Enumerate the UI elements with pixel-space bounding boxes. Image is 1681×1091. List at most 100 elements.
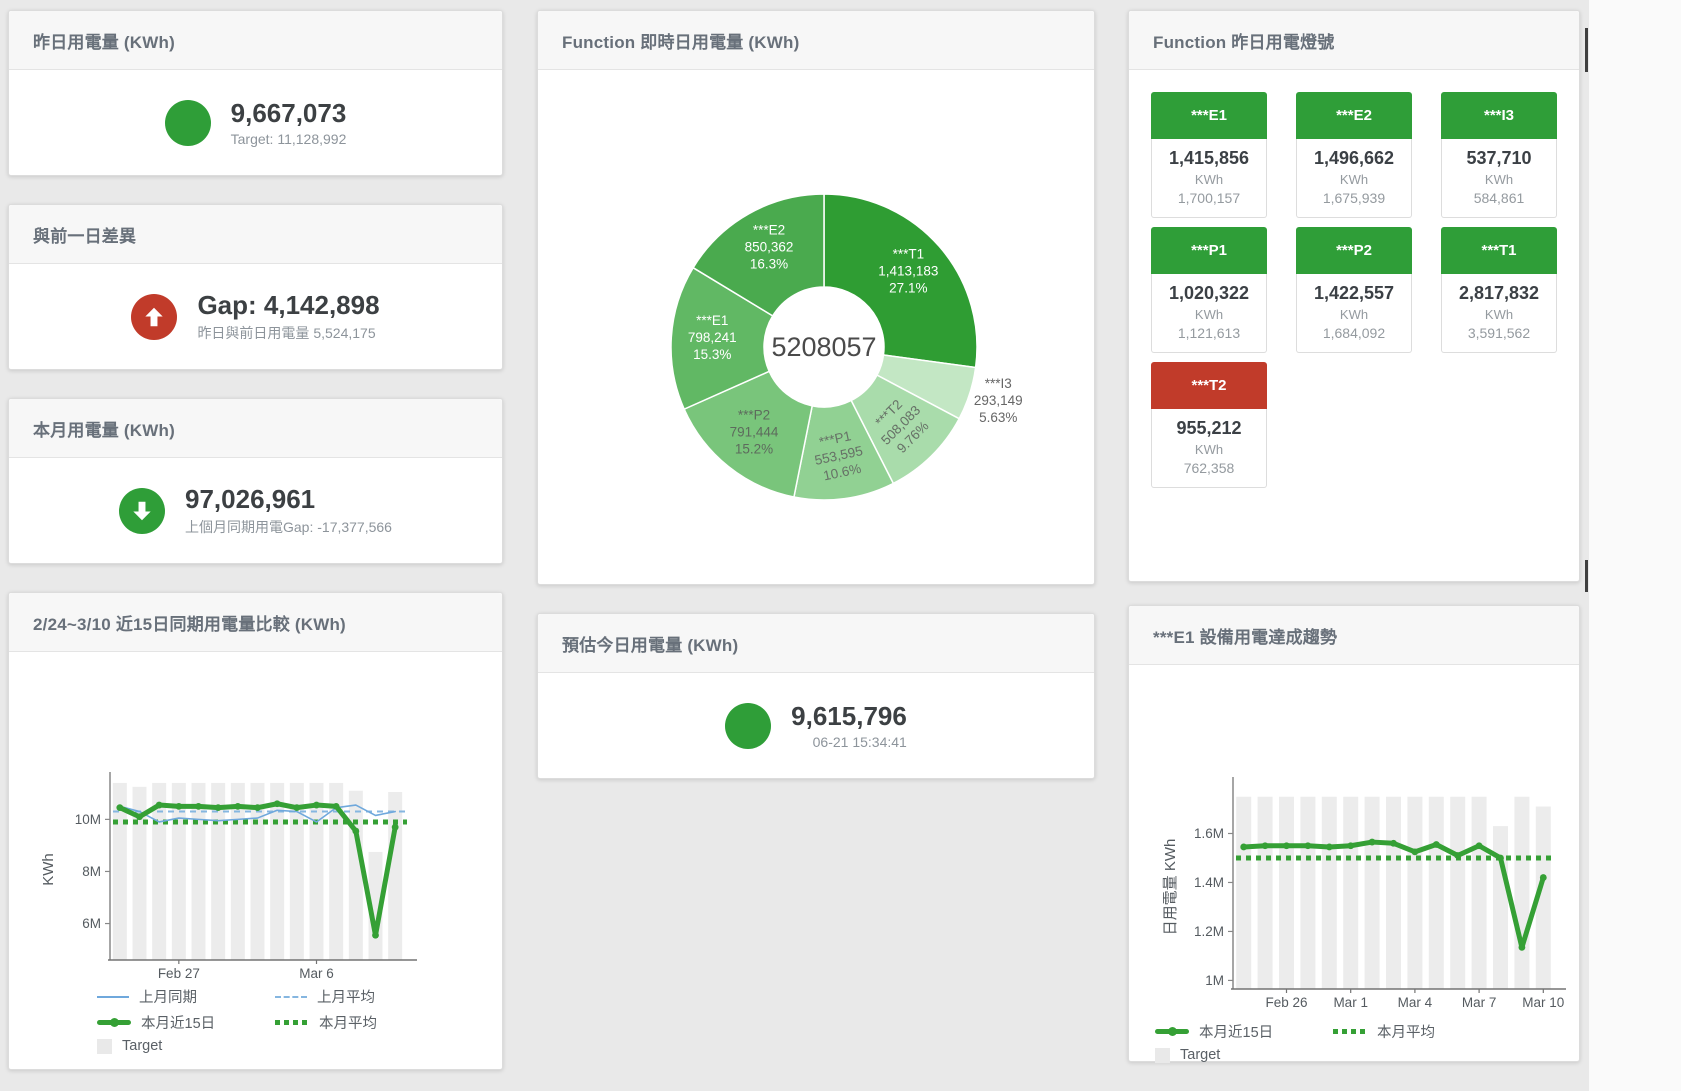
target-bar (368, 851, 383, 960)
y-tick-label: 1.4M (1194, 875, 1224, 890)
target-bar (1321, 796, 1337, 989)
x-tick-label: Mar 4 (1398, 995, 1433, 1010)
target-bar (1471, 796, 1487, 989)
tile-label: ***T2 (1151, 362, 1267, 409)
legend-item[interactable]: 本月平均 (1333, 1021, 1511, 1042)
e1-chart-legend: 本月近15日 本月平均 Target (1155, 1021, 1579, 1063)
data-point (1539, 874, 1547, 881)
legend-item[interactable]: 本月近15日 (1155, 1021, 1333, 1042)
pie-slice-label: ***E1 798,241 15.3% (688, 313, 737, 362)
data-point (273, 800, 281, 808)
data-point (313, 801, 320, 809)
data-point (116, 804, 124, 812)
target-bar (329, 782, 344, 960)
card-title: 昨日用電量 (KWh) (33, 32, 175, 52)
data-point (1411, 848, 1419, 856)
legend-item[interactable]: Target (97, 1038, 275, 1054)
pie-slice-label: ***I3 293,149 5.63% (974, 376, 1023, 425)
tile-value: 1,415,856 (1168, 148, 1250, 168)
card-title: Function 即時日用電量 (KWh) (562, 32, 800, 52)
tile-target-value: 584,861 (1473, 190, 1525, 206)
card-header: 與前一日差異 (9, 205, 502, 264)
estimate-value: 9,615,796 (791, 700, 907, 731)
stat-row: 97,026,961 上個月同期用電Gap: -17,377,566 (9, 458, 502, 564)
y-tick-label: 10M (75, 812, 101, 827)
y-tick-label: 1.6M (1194, 826, 1224, 841)
legend-item[interactable]: 本月平均 (275, 1012, 453, 1033)
target-bar (348, 790, 363, 960)
stat-text: 9,667,073 Target: 11,128,992 (230, 98, 347, 148)
target-bar (132, 786, 147, 960)
tile-target-value: 762,358 (1183, 460, 1235, 476)
legend-label: 本月近15日 (1199, 1025, 1274, 1041)
card-title: 2/24~3/10 近15日同期用電量比較 (KWh) (33, 614, 346, 634)
target-bar (1493, 826, 1508, 989)
x-tick-label: Mar 10 (1522, 995, 1564, 1010)
pie-slice-E2[interactable] (692, 193, 825, 317)
realtime-usage-donut-chart[interactable]: ***T1 1,413,183 27.1% ***I3 293,149 5.63% ***T… (538, 70, 1092, 575)
legend-item[interactable]: 本月近15日 (97, 1012, 275, 1033)
day-gap-value: Gap: 4,142,898 (197, 289, 380, 320)
light-tile: ***P1 1,020,322 KWh 1,121,613 (1151, 227, 1267, 353)
pie-slice-T1[interactable] (823, 193, 978, 369)
tile-unit: KWh (1339, 307, 1369, 322)
data-point (254, 804, 261, 812)
data-point (1390, 839, 1397, 847)
line-swatch-icon (97, 995, 129, 998)
tile-value: 537,710 (1466, 148, 1532, 168)
compare-15day-chart[interactable]: 6M 8M 10M KWh Feb 27 Mar 6 (15, 654, 496, 986)
target-bar (309, 782, 324, 960)
tile-body: 955,212 KWh 762,358 (1151, 409, 1267, 488)
stat-text: 9,615,796 06-21 15:34:41 (791, 700, 907, 751)
target-bar (289, 782, 304, 960)
target-bar (1300, 796, 1316, 989)
yesterday-usage-target: Target: 11,128,992 (230, 131, 347, 148)
x-tick-label: Feb 27 (158, 966, 200, 981)
card-realtime-donut: Function 即時日用電量 (KWh) ***T1 1,413,183 27.1… (537, 10, 1095, 585)
legend-item[interactable]: 上月同期 (97, 986, 275, 1007)
edge-divider (1585, 28, 1588, 72)
light-tiles-grid: ***E1 1,415,856 KWh 1,700,157 ***E2 1,496,662… (1129, 70, 1579, 488)
card-body: 6M 8M 10M KWh Feb 27 Mar 6 上月同期 上月平均 本月近15日 本月平均… (9, 654, 502, 1054)
compare-chart-legend: 上月同期 上月平均本月近15日 本月平均 Target (97, 986, 502, 1054)
x-tick-label: Mar 1 (1333, 995, 1368, 1010)
tile-unit: KWh (1194, 172, 1224, 187)
target-bar (270, 782, 285, 960)
card-header: Function 即時日用電量 (KWh) (538, 11, 1094, 70)
dash-swatch-icon (275, 995, 307, 998)
tile-unit: KWh (1194, 442, 1224, 457)
thick-swatch-icon (97, 1018, 131, 1027)
legend-label: 上月平均 (317, 990, 375, 1006)
pie-slice-E1[interactable] (670, 266, 774, 411)
legend-label: Target (122, 1038, 163, 1054)
stat-row: 9,615,796 06-21 15:34:41 (538, 673, 1094, 779)
tile-label: ***E1 (1151, 92, 1267, 139)
data-point (1325, 843, 1333, 851)
target-bar (1343, 796, 1359, 989)
card-estimate-today: 預估今日用電量 (KWh) 9,615,796 06-21 15:34:41 (537, 613, 1095, 779)
legend-item[interactable]: Target (1155, 1047, 1333, 1063)
card-title: ***E1 設備用電達成趨勢 (1153, 627, 1338, 647)
x-tick-label: Mar 6 (299, 966, 334, 981)
pie-slice-P2[interactable] (683, 370, 814, 498)
target-bar (388, 792, 403, 960)
tile-label: ***P1 (1151, 227, 1267, 274)
legend-item[interactable]: 上月平均 (275, 986, 453, 1007)
e1-trend-chart[interactable]: 1M 1.2M 1.4M 1.6M 日用電量 KWh Feb 26 Mar 1 Mar 4 Ma… (1129, 665, 1579, 1017)
target-bar (250, 782, 265, 960)
data-point (1518, 943, 1526, 951)
light-tile: ***T2 955,212 KWh 762,358 (1151, 362, 1267, 488)
target-bar (1407, 796, 1423, 989)
card-body: 1M 1.2M 1.4M 1.6M 日用電量 KWh Feb 26 Mar 1 Mar 4 Ma… (1129, 665, 1579, 1063)
light-tile: ***I3 537,710 KWh 584,861 (1441, 92, 1557, 218)
data-point (352, 827, 360, 835)
card-header: ***E1 設備用電達成趨勢 (1129, 606, 1579, 665)
stat-text: 97,026,961 上個月同期用電Gap: -17,377,566 (185, 484, 392, 538)
legend-label: 本月平均 (1377, 1025, 1435, 1041)
tile-value: 1,496,662 (1313, 148, 1395, 168)
light-tile: ***E1 1,415,856 KWh 1,700,157 (1151, 92, 1267, 218)
dots-swatch-icon (1333, 1029, 1367, 1034)
light-tile: ***P2 1,422,557 KWh 1,684,092 (1296, 227, 1412, 353)
target-bar (1386, 796, 1401, 989)
tile-label: ***I3 (1441, 92, 1557, 139)
